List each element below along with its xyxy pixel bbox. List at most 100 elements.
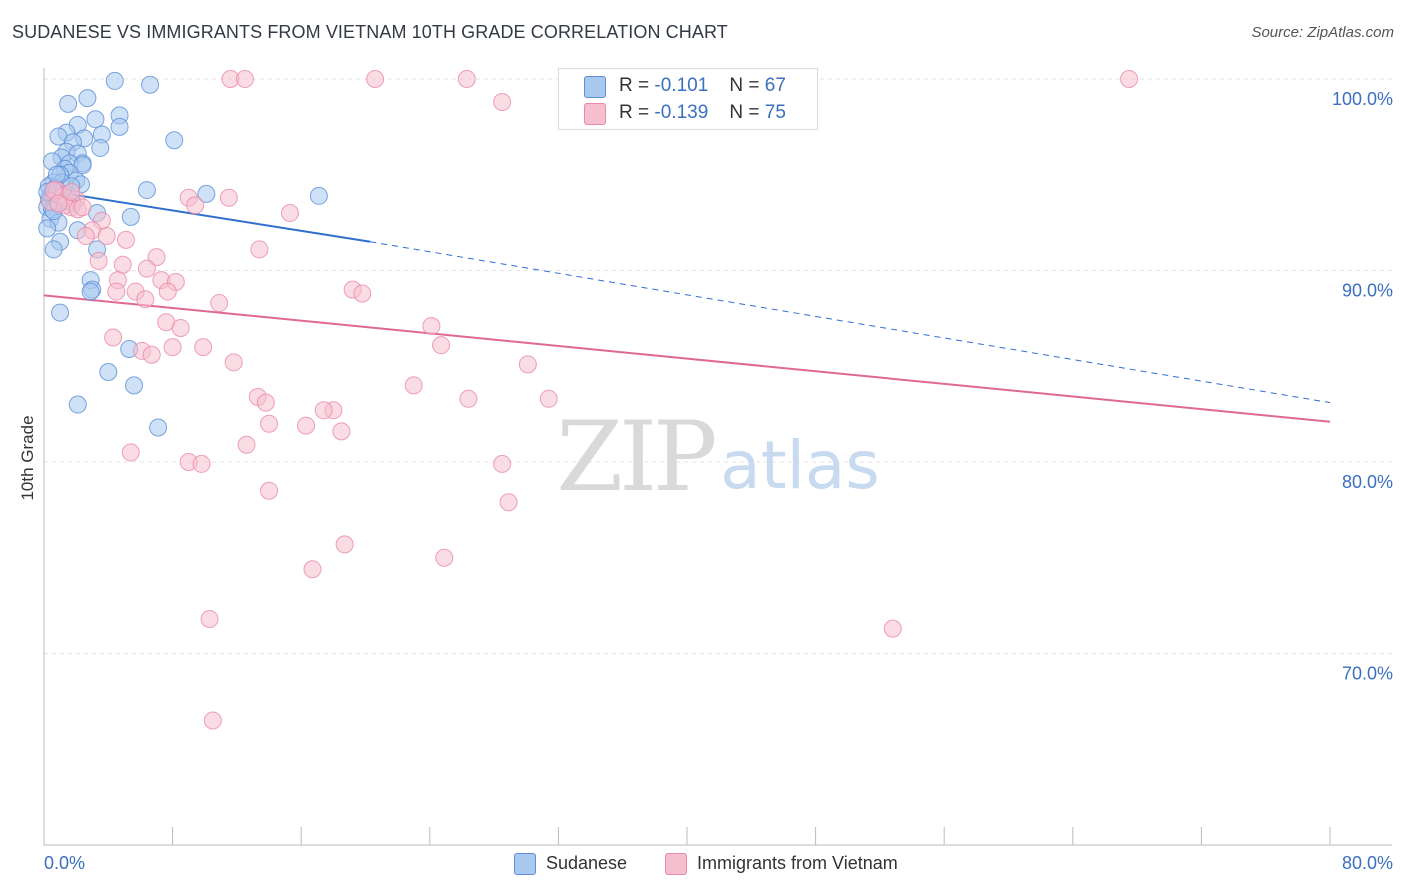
legend-swatch-vietnam: [584, 103, 606, 125]
point-vietnam: [200, 610, 219, 629]
point-vietnam: [237, 435, 256, 454]
point-sudanese: [38, 219, 57, 238]
point-vietnam: [435, 548, 454, 567]
source-credit: Source: ZipAtlas.com: [1251, 24, 1394, 41]
point-vietnam: [499, 493, 518, 512]
point-vietnam: [147, 248, 166, 267]
point-sudanese: [78, 89, 97, 108]
point-vietnam: [186, 196, 205, 215]
point-vietnam: [335, 535, 354, 554]
point-vietnam: [116, 230, 135, 249]
point-vietnam: [192, 454, 211, 473]
point-vietnam: [260, 414, 279, 433]
point-vietnam: [260, 481, 279, 500]
point-vietnam: [142, 345, 161, 364]
trend-vietnam: [43, 294, 1331, 423]
point-sudanese: [197, 184, 216, 203]
trend-sudanese-solid: [43, 189, 371, 243]
y-tick-label: 80.0%: [1342, 472, 1393, 492]
x-tick-label-max: 80.0%: [1342, 853, 1393, 873]
point-sudanese: [141, 75, 160, 94]
point-sudanese: [47, 165, 66, 184]
point-vietnam: [353, 284, 372, 303]
point-vietnam: [280, 204, 299, 223]
point-sudanese: [86, 110, 105, 129]
legend-r-label: R =: [619, 75, 650, 96]
point-sudanese: [99, 362, 118, 381]
data-points: [38, 70, 1139, 730]
point-sudanese: [165, 131, 184, 150]
point-vietnam: [1120, 70, 1139, 88]
watermark: ZIP atlas: [556, 401, 879, 513]
point-vietnam: [883, 619, 902, 638]
x-tick-label-min: 0.0%: [44, 853, 85, 873]
point-sudanese: [137, 181, 156, 200]
point-sudanese: [149, 418, 168, 437]
point-vietnam: [76, 227, 95, 246]
legend-r-value: -0.101: [654, 75, 709, 96]
point-vietnam: [219, 188, 238, 207]
point-vietnam: [137, 259, 156, 278]
point-sudanese: [110, 117, 129, 136]
axes: [43, 68, 1392, 846]
legend-swatch-sudanese: [584, 76, 606, 98]
point-vietnam: [171, 318, 190, 337]
point-vietnam: [49, 194, 68, 213]
point-vietnam: [297, 416, 316, 435]
point-vietnam: [97, 227, 116, 246]
point-vietnam: [250, 240, 269, 259]
point-vietnam: [107, 282, 126, 301]
point-vietnam: [366, 70, 385, 88]
point-vietnam: [224, 353, 243, 372]
bottom-legend-label-sudanese: Sudanese: [546, 853, 628, 873]
point-vietnam: [62, 182, 81, 201]
point-vietnam: [493, 454, 512, 473]
point-vietnam: [314, 401, 333, 420]
watermark-zip: ZIP: [556, 401, 715, 513]
bottom-legend-swatch-vietnam: [665, 853, 687, 875]
point-vietnam: [203, 711, 222, 730]
point-sudanese: [51, 303, 70, 322]
point-sudanese: [121, 207, 140, 226]
point-sudanese: [125, 376, 144, 395]
point-vietnam: [539, 389, 558, 408]
point-vietnam: [332, 422, 351, 441]
point-vietnam: [89, 251, 108, 270]
point-vietnam: [194, 338, 213, 357]
point-sudanese: [81, 282, 100, 301]
y-tick-label: 70.0%: [1342, 664, 1393, 684]
legend-n-value: 75: [764, 102, 786, 123]
point-vietnam: [256, 393, 275, 412]
bottom-legend-swatch-sudanese: [514, 853, 536, 875]
chart-title: SUDANESE VS IMMIGRANTS FROM VIETNAM 10TH…: [12, 22, 728, 42]
point-vietnam: [459, 389, 478, 408]
legend-r-label: R =: [619, 102, 650, 123]
point-sudanese: [59, 94, 78, 113]
point-vietnam: [235, 70, 254, 88]
trend-sudanese-dashed: [370, 241, 1331, 404]
point-vietnam: [432, 336, 451, 355]
point-vietnam: [121, 443, 140, 462]
legend-n-label: N =: [729, 102, 760, 123]
legend-r-value: -0.139: [654, 102, 709, 123]
point-vietnam: [404, 376, 423, 395]
point-vietnam: [493, 92, 512, 111]
tick-labels: 100.0% 90.0% 80.0% 70.0% 0.0% 80.0%: [44, 89, 1393, 873]
bottom-legend-label-vietnam: Immigrants from Vietnam: [697, 853, 898, 873]
trend-lines: [43, 189, 1331, 423]
grid-lines: [44, 78, 1392, 654]
point-sudanese: [105, 71, 124, 90]
legend-n-label: N =: [729, 75, 760, 96]
y-tick-label: 100.0%: [1332, 89, 1393, 109]
point-vietnam: [163, 338, 182, 357]
stats-legend: R = -0.101 N = 67 R = -0.139 N = 75: [558, 68, 818, 130]
y-tick-label: 90.0%: [1342, 281, 1393, 301]
point-vietnam: [73, 198, 92, 217]
point-vietnam: [457, 70, 476, 88]
point-vietnam: [136, 290, 155, 309]
watermark-atlas: atlas: [720, 427, 880, 504]
point-vietnam: [113, 255, 132, 274]
legend-n-value: 67: [764, 75, 786, 96]
point-vietnam: [518, 355, 537, 374]
